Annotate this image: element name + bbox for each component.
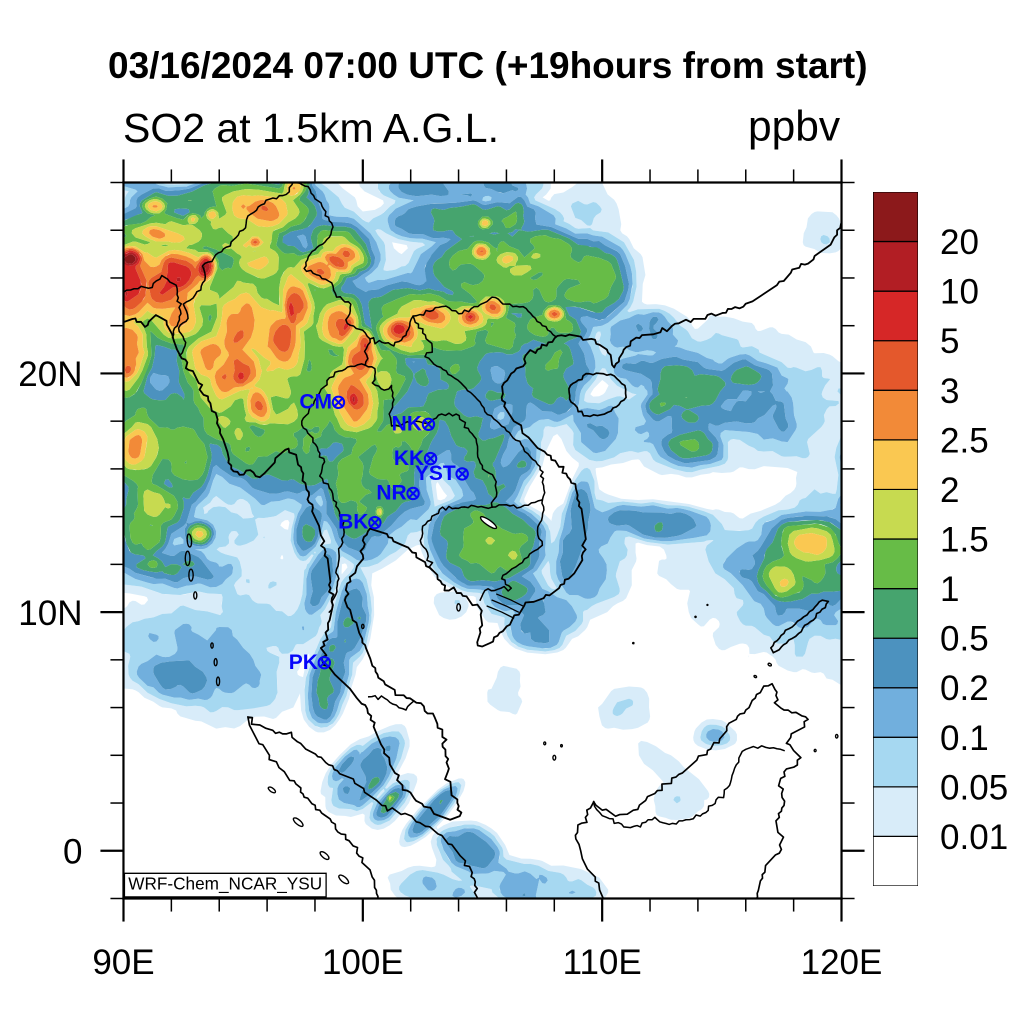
svg-text:3: 3 [940, 372, 959, 411]
svg-text:ppbv: ppbv [748, 104, 841, 151]
svg-text:90E: 90E [92, 943, 154, 982]
svg-text:SO2 at 1.5km A.G.L.: SO2 at 1.5km A.G.L. [123, 105, 499, 151]
svg-text:PK: PK [289, 651, 318, 674]
svg-text:CM: CM [299, 390, 332, 413]
svg-text:1: 1 [940, 570, 959, 609]
svg-text:0.2: 0.2 [940, 669, 989, 708]
svg-text:03/16/2024 07:00 UTC (+19hours: 03/16/2024 07:00 UTC (+19hours from star… [108, 45, 868, 86]
svg-text:20: 20 [940, 223, 979, 262]
svg-text:0.05: 0.05 [940, 768, 1008, 807]
svg-text:100E: 100E [322, 943, 404, 982]
svg-text:1.5: 1.5 [940, 521, 989, 560]
svg-text:110E: 110E [563, 943, 642, 982]
svg-text:0.5: 0.5 [940, 620, 989, 659]
svg-text:2.5: 2.5 [940, 421, 989, 460]
svg-text:20N: 20N [18, 355, 82, 394]
svg-text:NK: NK [392, 412, 422, 435]
svg-text:120E: 120E [801, 943, 883, 982]
svg-text:KK: KK [394, 447, 424, 470]
svg-text:2: 2 [940, 471, 959, 510]
svg-text:5: 5 [940, 322, 959, 361]
svg-text:0: 0 [63, 832, 82, 871]
svg-text:WRF-Chem_NCAR_YSU: WRF-Chem_NCAR_YSU [128, 874, 322, 894]
svg-text:0.1: 0.1 [940, 719, 989, 758]
svg-text:YST: YST [415, 462, 456, 485]
svg-text:NR: NR [376, 482, 406, 505]
svg-text:BK: BK [338, 511, 368, 534]
svg-text:10N: 10N [18, 594, 82, 633]
svg-text:0.01: 0.01 [940, 818, 1008, 857]
svg-text:10: 10 [940, 273, 979, 312]
